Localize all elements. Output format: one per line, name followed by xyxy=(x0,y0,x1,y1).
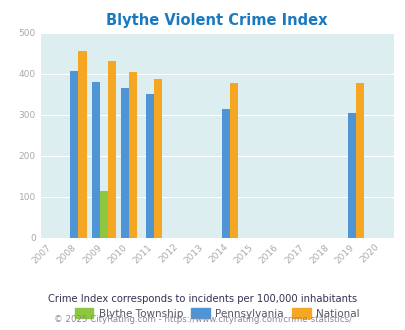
Bar xyxy=(221,109,229,238)
Text: © 2025 CityRating.com - https://www.cityrating.com/crime-statistics/: © 2025 CityRating.com - https://www.city… xyxy=(54,315,351,324)
Bar xyxy=(70,71,78,238)
Text: Crime Index corresponds to incidents per 100,000 inhabitants: Crime Index corresponds to incidents per… xyxy=(48,294,357,304)
Bar xyxy=(99,191,107,238)
Title: Blythe Violent Crime Index: Blythe Violent Crime Index xyxy=(106,13,327,28)
Bar xyxy=(78,51,86,238)
Bar xyxy=(229,83,237,238)
Bar xyxy=(347,113,355,238)
Bar xyxy=(154,79,162,238)
Bar xyxy=(121,88,129,238)
Bar xyxy=(107,61,115,238)
Bar xyxy=(146,94,154,238)
Legend: Blythe Township, Pennsylvania, National: Blythe Township, Pennsylvania, National xyxy=(70,304,363,323)
Bar xyxy=(355,82,363,238)
Bar xyxy=(92,82,99,238)
Bar xyxy=(129,72,136,238)
